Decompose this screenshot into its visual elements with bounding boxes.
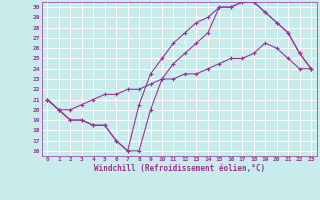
X-axis label: Windchill (Refroidissement éolien,°C): Windchill (Refroidissement éolien,°C) [94, 164, 265, 173]
